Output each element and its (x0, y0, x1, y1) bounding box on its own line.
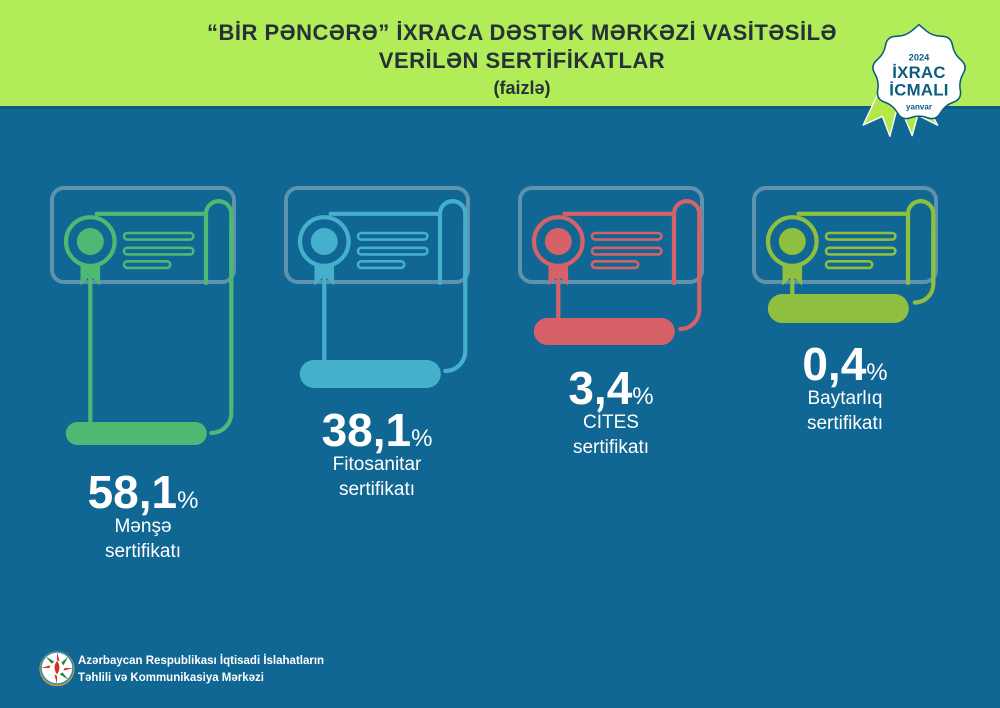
svg-text:2024: 2024 (909, 53, 931, 63)
svg-text:İXRAC: İXRAC (892, 63, 946, 82)
svg-text:İCMALI: İCMALI (889, 80, 949, 99)
svg-text:yanvar: yanvar (906, 103, 933, 112)
